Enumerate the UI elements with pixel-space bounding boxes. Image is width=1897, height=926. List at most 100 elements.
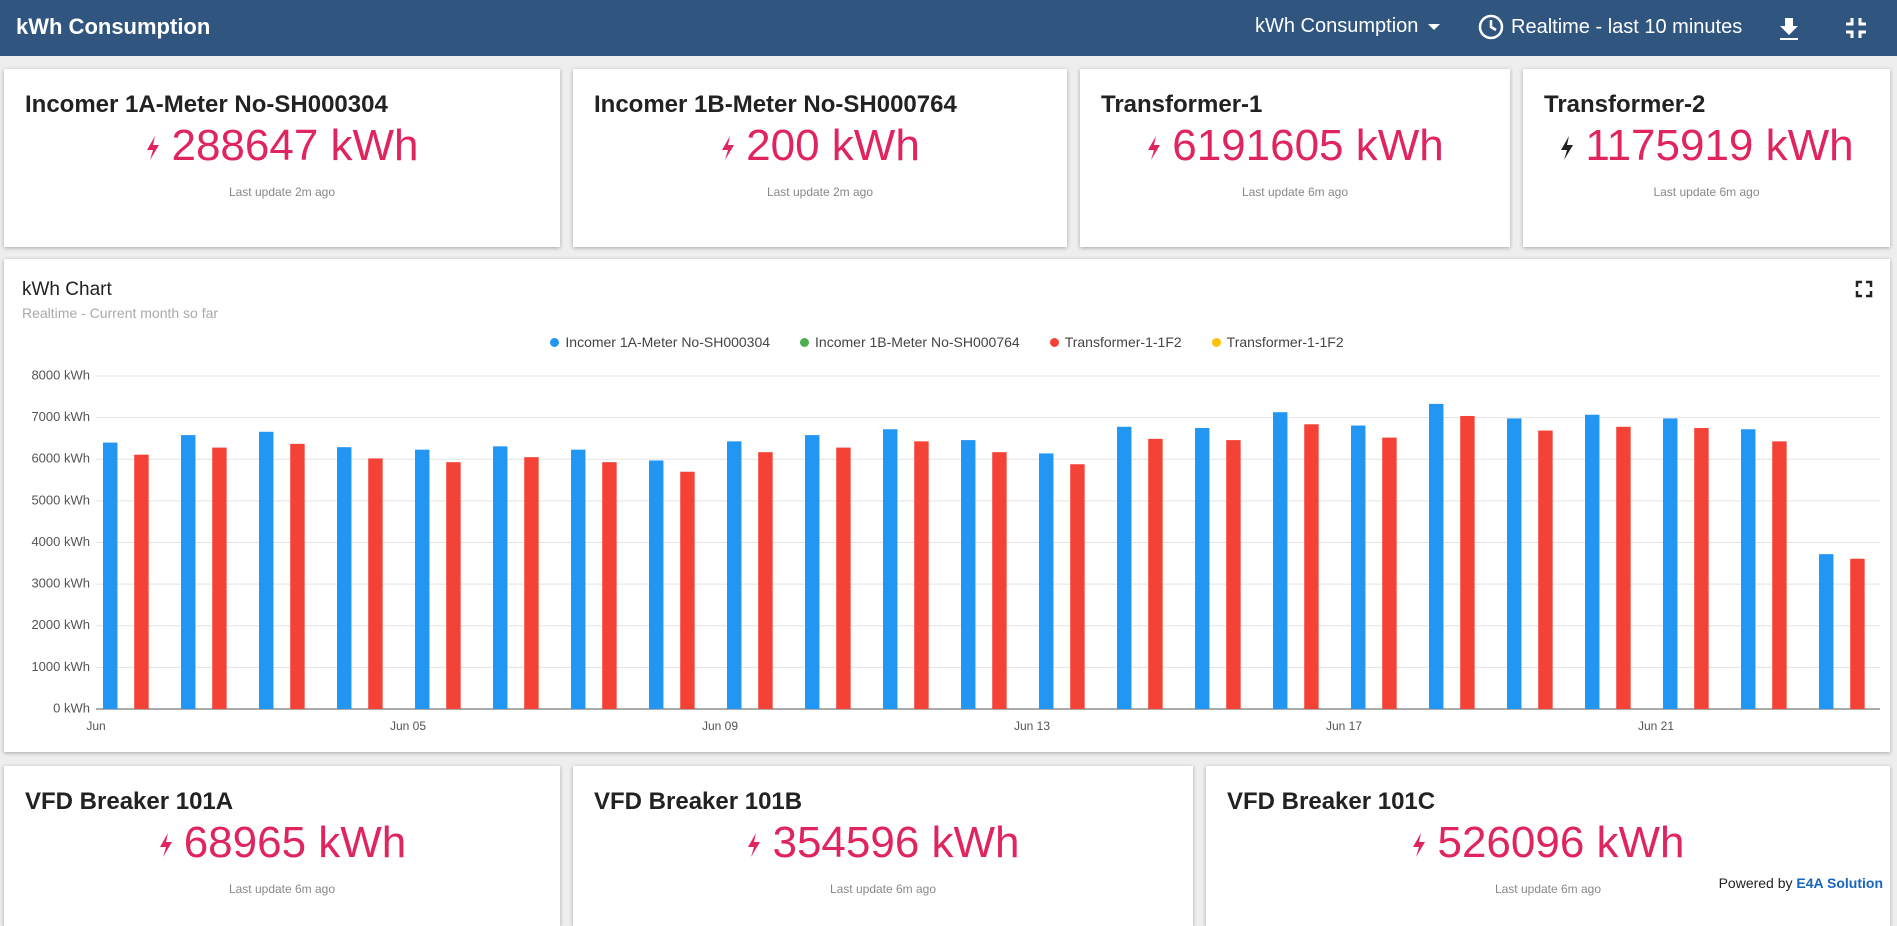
bar bbox=[1351, 426, 1365, 709]
bolt-icon bbox=[746, 832, 762, 858]
x-tick-label: Jun 09 bbox=[702, 719, 738, 733]
bar bbox=[1772, 441, 1786, 709]
bar bbox=[836, 448, 850, 709]
card-title: Transformer-1 bbox=[1101, 91, 1262, 119]
bar bbox=[1460, 416, 1474, 709]
bar bbox=[1429, 404, 1443, 709]
bolt-icon bbox=[1559, 135, 1575, 161]
bar bbox=[914, 441, 928, 709]
timewindow[interactable]: Realtime - last 10 minutes bbox=[1477, 13, 1742, 41]
card-value-text: 288647 kWh bbox=[171, 121, 418, 170]
card-updated: Last update 2m ago bbox=[4, 185, 560, 199]
bar bbox=[727, 441, 741, 709]
bar bbox=[680, 472, 694, 709]
card-value-text: 1175919 kWh bbox=[1585, 121, 1853, 170]
bar bbox=[524, 457, 538, 709]
chart-card: kWh Chart Realtime - Current month so fa… bbox=[4, 259, 1890, 752]
download-button[interactable] bbox=[1775, 14, 1803, 42]
bar bbox=[1819, 554, 1833, 709]
x-tick-label: Jun 13 bbox=[1014, 719, 1050, 733]
dashboard-title: kWh Consumption bbox=[16, 14, 210, 40]
y-tick-label: 4000 kWh bbox=[31, 534, 90, 549]
card-value: 200 kWh bbox=[573, 121, 1067, 171]
chart: 0 kWh 1000 kWh 2000 kWh 3000 kWh 4000 kWh 500… bbox=[4, 259, 1890, 752]
bar bbox=[446, 462, 460, 709]
bolt-shape bbox=[1561, 136, 1573, 160]
bar bbox=[415, 450, 429, 709]
bar bbox=[602, 462, 616, 709]
card-value-text: 6191605 kWh bbox=[1172, 121, 1444, 170]
exit-fullscreen-button[interactable] bbox=[1842, 14, 1870, 42]
footer-prefix: Powered by bbox=[1719, 875, 1793, 891]
bolt-icon bbox=[1146, 135, 1162, 161]
bolt-shape bbox=[748, 833, 760, 857]
bar bbox=[571, 450, 585, 709]
bar bbox=[368, 458, 382, 709]
bar bbox=[1850, 559, 1864, 709]
bolt-shape bbox=[1413, 833, 1425, 857]
x-tick-label: Jun 17 bbox=[1326, 719, 1362, 733]
bar bbox=[1585, 415, 1599, 709]
card-updated: Last update 6m ago bbox=[573, 882, 1193, 896]
x-tick-label: Jun bbox=[86, 719, 105, 733]
bar bbox=[1273, 412, 1287, 709]
y-tick-label: 8000 kWh bbox=[31, 367, 90, 382]
dashboard-select[interactable]: kWh Consumption bbox=[1255, 15, 1444, 38]
bar bbox=[992, 452, 1006, 709]
top-bar: kWh Consumption kWh Consumption Realtime… bbox=[0, 0, 1897, 56]
card-value: 288647 kWh bbox=[4, 121, 560, 171]
bolt-icon bbox=[720, 135, 736, 161]
bar bbox=[1694, 428, 1708, 709]
bar bbox=[493, 446, 507, 709]
y-tick-label: 3000 kWh bbox=[31, 576, 90, 591]
card-title: VFD Breaker 101B bbox=[594, 788, 802, 816]
card-value: 526096 kWh bbox=[1206, 818, 1890, 868]
bar bbox=[1070, 464, 1084, 709]
x-tick-label: Jun 05 bbox=[390, 719, 426, 733]
bar bbox=[1663, 418, 1677, 709]
bar bbox=[758, 452, 772, 709]
bar bbox=[181, 435, 195, 709]
bar bbox=[1226, 440, 1240, 709]
bar bbox=[103, 443, 117, 709]
y-tick-label: 7000 kWh bbox=[31, 409, 90, 424]
y-tick-label: 0 kWh bbox=[53, 700, 90, 715]
bolt-icon bbox=[158, 832, 174, 858]
y-tick-label: 2000 kWh bbox=[31, 617, 90, 632]
card-updated: Last update 6m ago bbox=[4, 882, 560, 896]
card-title: VFD Breaker 101C bbox=[1227, 788, 1435, 816]
card-value-text: 526096 kWh bbox=[1437, 818, 1684, 867]
bolt-icon bbox=[145, 135, 161, 161]
card-value-text: 354596 kWh bbox=[772, 818, 1019, 867]
dashboard-select-label: kWh Consumption bbox=[1255, 15, 1418, 38]
y-tick-label: 5000 kWh bbox=[31, 492, 90, 507]
bolt-shape bbox=[147, 136, 159, 160]
footer-brand[interactable]: E4A Solution bbox=[1796, 875, 1883, 891]
bar bbox=[1507, 418, 1521, 709]
card-title: Incomer 1A-Meter No-SH000304 bbox=[25, 91, 388, 119]
bar bbox=[290, 444, 304, 709]
card-value: 354596 kWh bbox=[573, 818, 1193, 868]
card-title: VFD Breaker 101A bbox=[25, 788, 233, 816]
bar bbox=[1195, 428, 1209, 709]
bar bbox=[134, 455, 148, 709]
y-tick-label: 1000 kWh bbox=[31, 659, 90, 674]
card-value: 6191605 kWh bbox=[1080, 121, 1510, 171]
bar bbox=[212, 448, 226, 709]
card-updated: Last update 6m ago bbox=[1523, 185, 1890, 199]
card-value: 1175919 kWh bbox=[1523, 121, 1890, 171]
bar bbox=[1148, 439, 1162, 709]
timewindow-label: Realtime - last 10 minutes bbox=[1511, 16, 1742, 39]
bar bbox=[1616, 427, 1630, 709]
x-tick-label: Jun 21 bbox=[1638, 719, 1674, 733]
bar bbox=[805, 435, 819, 709]
bar bbox=[1039, 453, 1053, 709]
bar bbox=[259, 432, 273, 709]
card-title: Transformer-2 bbox=[1544, 91, 1705, 119]
card-value-text: 68965 kWh bbox=[184, 818, 407, 867]
